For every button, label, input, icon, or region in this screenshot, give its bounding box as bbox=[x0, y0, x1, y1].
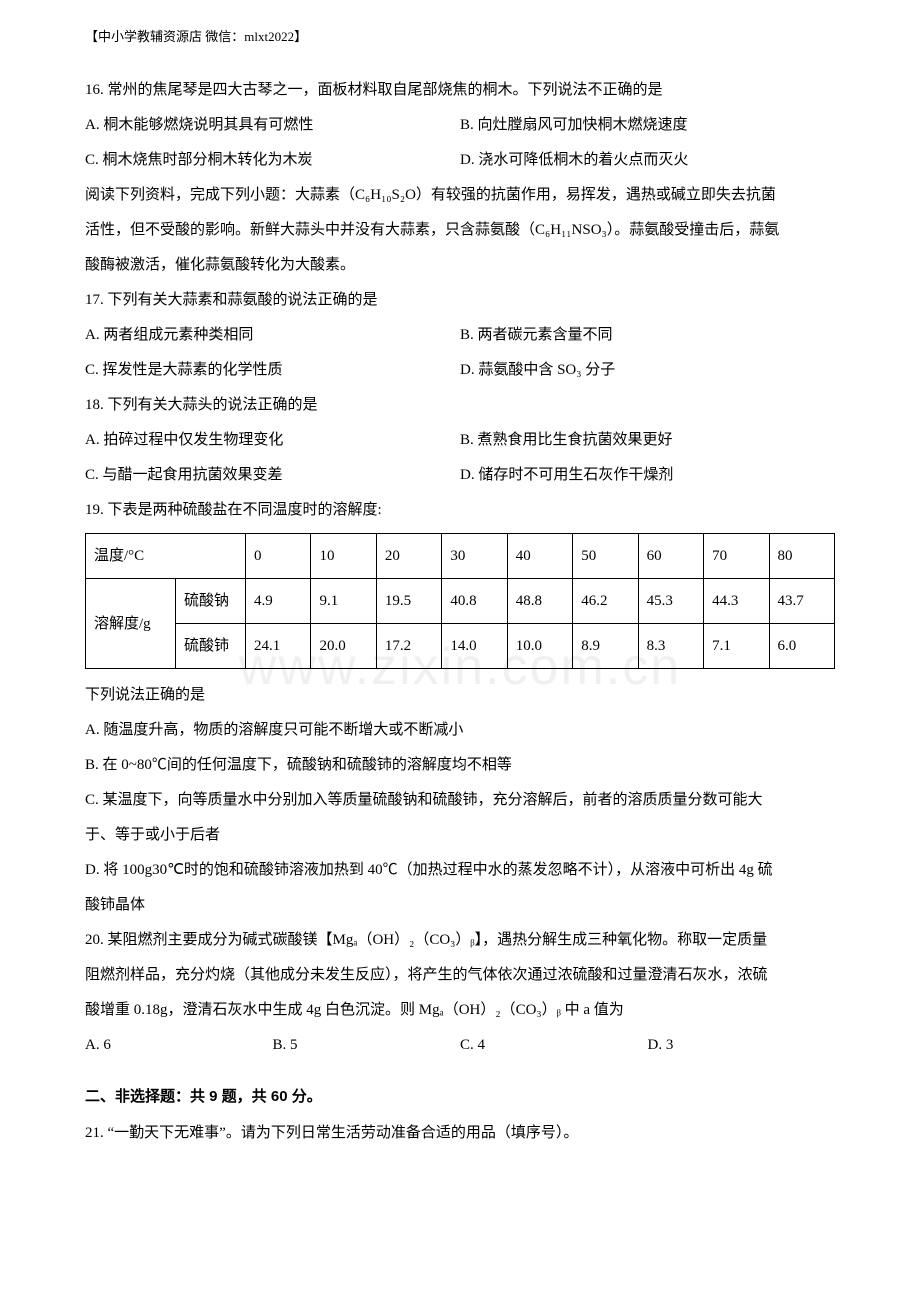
cell-t7: 70 bbox=[704, 534, 769, 579]
cell-na2: 19.5 bbox=[376, 579, 441, 624]
q17-opt-b: B. 两者碳元素含量不同 bbox=[460, 319, 835, 352]
q16-opt-c: C. 桐木烧焦时部分桐木转化为木炭 bbox=[85, 144, 460, 177]
q17-opt-c: C. 挥发性是大蒜素的化学性质 bbox=[85, 354, 460, 387]
q18-opt-d: D. 储存时不可用生石灰作干燥剂 bbox=[460, 459, 835, 492]
q17-opt-a: A. 两者组成元素种类相同 bbox=[85, 319, 460, 352]
q18-options-row1: A. 拍碎过程中仅发生物理变化 B. 煮熟食用比生食抗菌效果更好 bbox=[85, 424, 835, 457]
passage-l2: 活性，但不受酸的影响。新鲜大蒜头中并没有大蒜素，只含蒜氨酸（C₆H₁₁NSO₃）… bbox=[85, 214, 835, 247]
q18-opt-a: A. 拍碎过程中仅发生物理变化 bbox=[85, 424, 460, 457]
q17-options-row2: C. 挥发性是大蒜素的化学性质 D. 蒜氨酸中含 SO₃ 分子 bbox=[85, 354, 835, 387]
cell-t1: 10 bbox=[311, 534, 376, 579]
cell-ce2: 17.2 bbox=[376, 624, 441, 669]
q21-stem: 21. “一勤天下无难事”。请为下列日常生活劳动准备合适的用品（填序号）。 bbox=[85, 1117, 835, 1150]
q19-opt-c-l2: 于、等于或小于后者 bbox=[85, 819, 835, 852]
cell-na6: 45.3 bbox=[638, 579, 703, 624]
page-header: 【中小学教辅资源店 微信：mlxt2022】 bbox=[85, 28, 835, 46]
solubility-table: 温度/°C 0 10 20 30 40 50 60 70 80 溶解度/g 硫酸… bbox=[85, 533, 835, 669]
cell-ce6: 8.3 bbox=[638, 624, 703, 669]
q18-opt-b: B. 煮熟食用比生食抗菌效果更好 bbox=[460, 424, 835, 457]
cell-t8: 80 bbox=[769, 534, 835, 579]
cell-ce5: 8.9 bbox=[573, 624, 638, 669]
q16-opt-a: A. 桐木能够燃烧说明其具有可燃性 bbox=[85, 109, 460, 142]
cell-temp-label: 温度/°C bbox=[86, 534, 246, 579]
q19-opt-d-l2: 酸铈晶体 bbox=[85, 889, 835, 922]
table-row-temp: 温度/°C 0 10 20 30 40 50 60 70 80 bbox=[86, 534, 835, 579]
q17-options-row1: A. 两者组成元素种类相同 B. 两者碳元素含量不同 bbox=[85, 319, 835, 352]
cell-t3: 30 bbox=[442, 534, 507, 579]
q19-opt-d-l1: D. 将 100g30℃时的饱和硫酸铈溶液加热到 40℃（加热过程中水的蒸发忽略… bbox=[85, 854, 835, 887]
cell-t6: 60 bbox=[638, 534, 703, 579]
q17-opt-d: D. 蒜氨酸中含 SO₃ 分子 bbox=[460, 354, 835, 387]
cell-ce8: 6.0 bbox=[769, 624, 835, 669]
cell-na7: 44.3 bbox=[704, 579, 769, 624]
passage-l1: 阅读下列资料，完成下列小题：大蒜素（C₆H₁₀S₂O）有较强的抗菌作用，易挥发，… bbox=[85, 179, 835, 212]
q20-opt-d: D. 3 bbox=[648, 1029, 836, 1062]
q19-post: 下列说法正确的是 bbox=[85, 679, 835, 712]
q20-l1: 20. 某阻燃剂主要成分为碱式碳酸镁【Mgₐ（OH）₂（CO₃）ᵦ】，遇热分解生… bbox=[85, 924, 835, 957]
cell-na3: 40.8 bbox=[442, 579, 507, 624]
cell-t2: 20 bbox=[376, 534, 441, 579]
cell-ce3: 14.0 bbox=[442, 624, 507, 669]
cell-t0: 0 bbox=[246, 534, 311, 579]
cell-na4: 48.8 bbox=[507, 579, 572, 624]
q20-opt-c: C. 4 bbox=[460, 1029, 648, 1062]
q20-opt-a: A. 6 bbox=[85, 1029, 273, 1062]
q16-opt-b: B. 向灶膛扇风可加快桐木燃烧速度 bbox=[460, 109, 835, 142]
q18-opt-c: C. 与醋一起食用抗菌效果变差 bbox=[85, 459, 460, 492]
cell-ce7: 7.1 bbox=[704, 624, 769, 669]
cell-na0: 4.9 bbox=[246, 579, 311, 624]
cell-t5: 50 bbox=[573, 534, 638, 579]
passage-l3: 酸酶被激活，催化蒜氨酸转化为大酸素。 bbox=[85, 249, 835, 282]
q19-opt-b: B. 在 0~80℃间的任何温度下，硫酸钠和硫酸铈的溶解度均不相等 bbox=[85, 749, 835, 782]
q16-stem: 16. 常州的焦尾琴是四大古琴之一，面板材料取自尾部烧焦的桐木。下列说法不正确的… bbox=[85, 74, 835, 107]
cell-sol-label: 溶解度/g bbox=[86, 579, 176, 669]
q20-opt-b: B. 5 bbox=[273, 1029, 461, 1062]
cell-na1: 9.1 bbox=[311, 579, 376, 624]
q16-opt-d: D. 浇水可降低桐木的着火点而灭火 bbox=[460, 144, 835, 177]
table-row-ce: 硫酸铈 24.1 20.0 17.2 14.0 10.0 8.9 8.3 7.1… bbox=[86, 624, 835, 669]
q20-options-row: A. 6 B. 5 C. 4 D. 3 bbox=[85, 1029, 835, 1062]
q19-opt-c-l1: C. 某温度下，向等质量水中分别加入等质量硫酸钠和硫酸铈，充分溶解后，前者的溶质… bbox=[85, 784, 835, 817]
cell-ce0: 24.1 bbox=[246, 624, 311, 669]
q16-options-row2: C. 桐木烧焦时部分桐木转化为木炭 D. 浇水可降低桐木的着火点而灭火 bbox=[85, 144, 835, 177]
cell-na-label: 硫酸钠 bbox=[176, 579, 246, 624]
q19-stem: 19. 下表是两种硫酸盐在不同温度时的溶解度: bbox=[85, 494, 835, 527]
section2-heading: 二、非选择题：共 9 题，共 60 分。 bbox=[85, 1080, 835, 1113]
cell-ce4: 10.0 bbox=[507, 624, 572, 669]
q16-options-row1: A. 桐木能够燃烧说明其具有可燃性 B. 向灶膛扇风可加快桐木燃烧速度 bbox=[85, 109, 835, 142]
q18-options-row2: C. 与醋一起食用抗菌效果变差 D. 储存时不可用生石灰作干燥剂 bbox=[85, 459, 835, 492]
q19-opt-a: A. 随温度升高，物质的溶解度只可能不断增大或不断减小 bbox=[85, 714, 835, 747]
cell-ce1: 20.0 bbox=[311, 624, 376, 669]
cell-na5: 46.2 bbox=[573, 579, 638, 624]
q18-stem: 18. 下列有关大蒜头的说法正确的是 bbox=[85, 389, 835, 422]
table-row-na: 溶解度/g 硫酸钠 4.9 9.1 19.5 40.8 48.8 46.2 45… bbox=[86, 579, 835, 624]
q20-l3: 酸增重 0.18g，澄清石灰水中生成 4g 白色沉淀。则 Mgₐ（OH）₂（CO… bbox=[85, 994, 835, 1027]
q20-l2: 阻燃剂样品，充分灼烧（其他成分未发生反应），将产生的气体依次通过浓硫酸和过量澄清… bbox=[85, 959, 835, 992]
cell-ce-label: 硫酸铈 bbox=[176, 624, 246, 669]
cell-na8: 43.7 bbox=[769, 579, 835, 624]
q17-stem: 17. 下列有关大蒜素和蒜氨酸的说法正确的是 bbox=[85, 284, 835, 317]
cell-t4: 40 bbox=[507, 534, 572, 579]
